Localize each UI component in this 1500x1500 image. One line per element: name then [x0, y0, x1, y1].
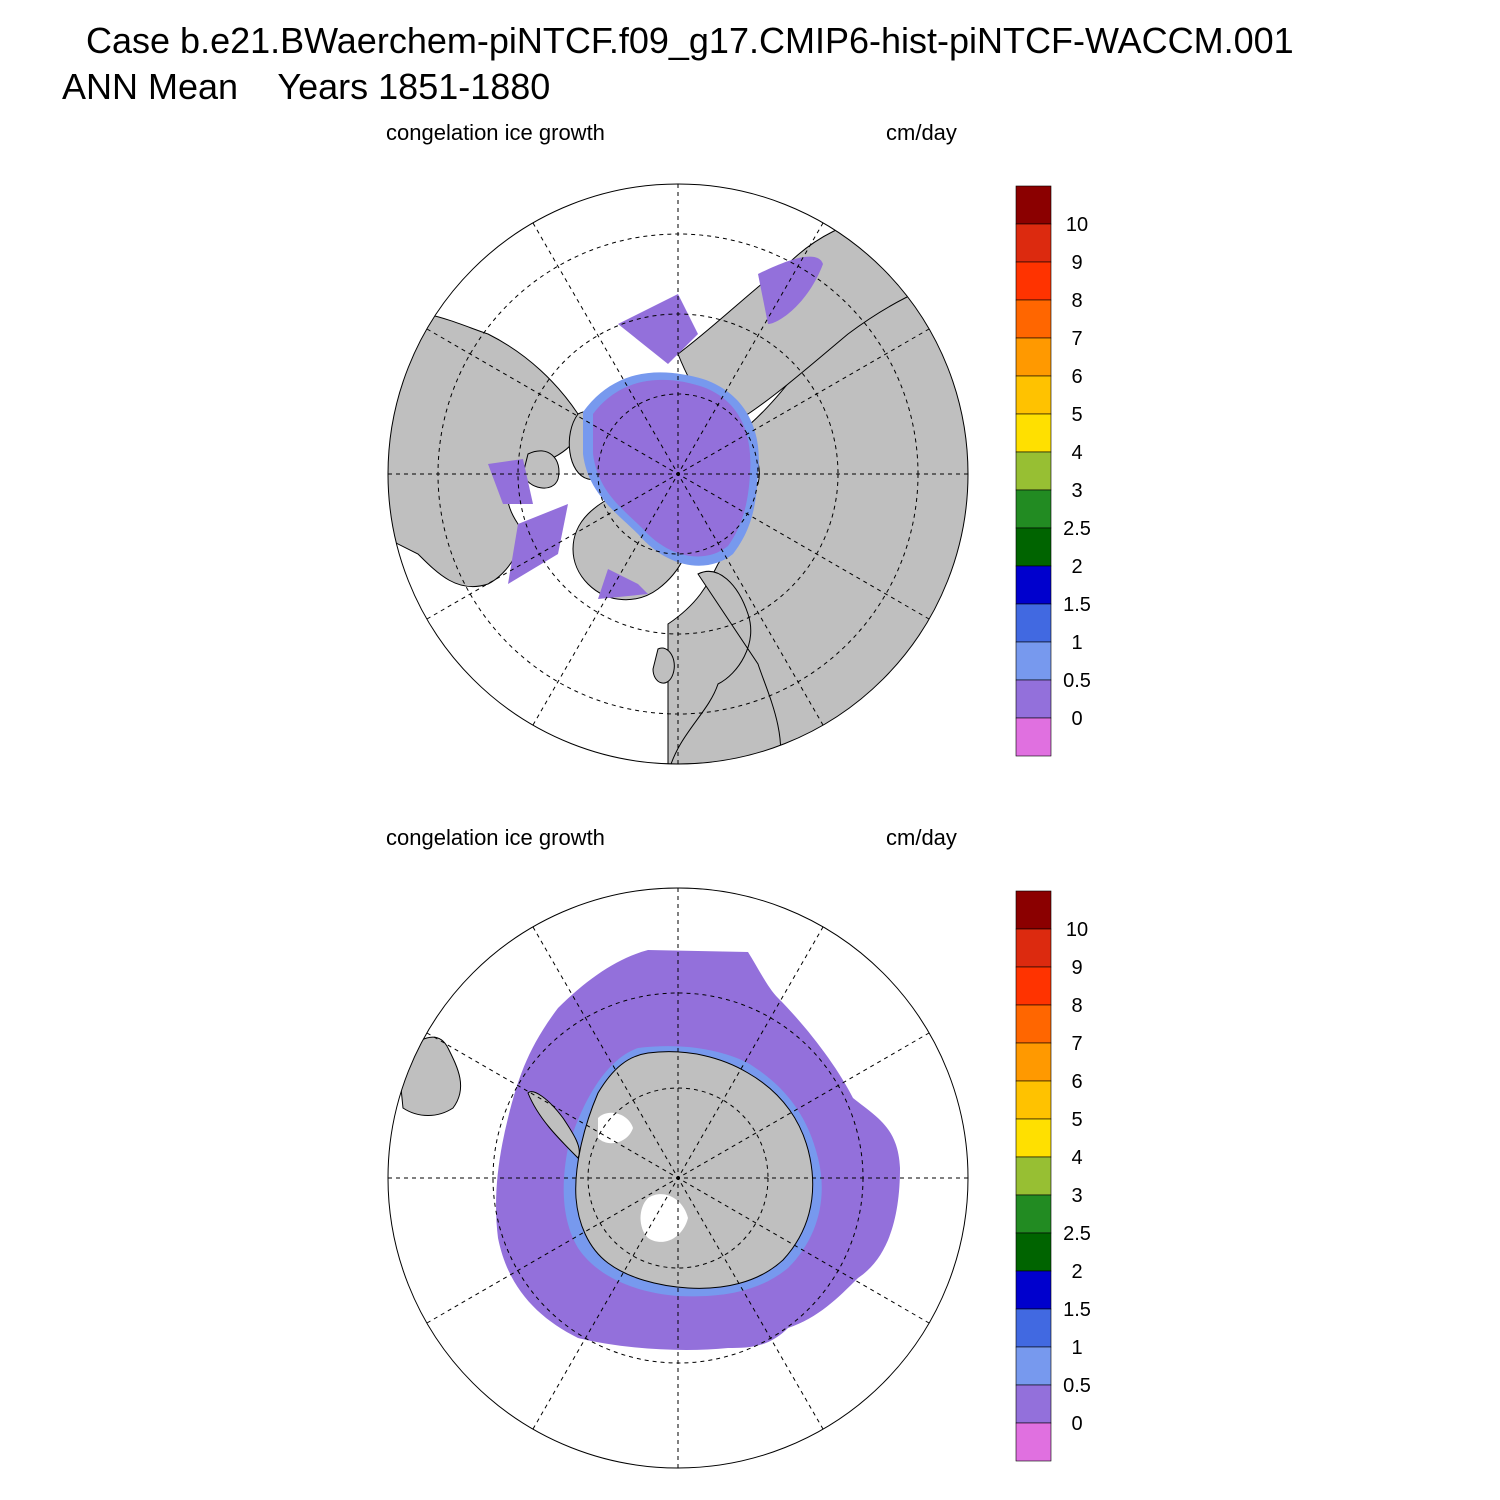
years-label: Years 1851-1880 [277, 66, 551, 107]
north-ice-pack [593, 379, 751, 557]
south-colorbar-tick-label: 9 [1071, 957, 1082, 979]
british-isles-land [652, 647, 675, 684]
south-colorbar-tick-label: 2 [1071, 1261, 1082, 1283]
south-colorbar-box [1015, 1422, 1052, 1462]
north-colorbar-tick-label: 3 [1071, 480, 1082, 502]
south-colorbar-box [1015, 1308, 1052, 1348]
north-colorbar-tick-label: 8 [1071, 290, 1082, 312]
south-colorbar-tick-label: 10 [1066, 919, 1088, 941]
south-colorbar-box [1015, 1384, 1052, 1424]
south-colorbar-tick-label: 3 [1071, 1185, 1082, 1207]
case-title: Case b.e21.BWaerchem-piNTCF.f09_g17.CMIP… [86, 20, 1294, 61]
north-colorbar-tick-label: 1 [1071, 632, 1082, 654]
north-colorbar-tick-label: 5 [1071, 404, 1082, 426]
south-colorbar-tick-label: 2.5 [1063, 1223, 1091, 1245]
south-colorbar-tick-label: 1 [1071, 1337, 1082, 1359]
north-colorbar-box [1015, 261, 1052, 301]
north-colorbar-box [1015, 451, 1052, 491]
north-colorbar-box [1015, 641, 1052, 681]
north-colorbar-tick-label: 0 [1071, 708, 1082, 730]
south-variable-label: congelation ice growth [386, 825, 605, 850]
north-colorbar-box [1015, 717, 1052, 757]
antarctica-land [575, 1051, 814, 1289]
north-variable-label: congelation ice growth [386, 120, 605, 145]
south-colorbar-box [1015, 1346, 1052, 1386]
south-colorbar-box [1015, 1042, 1052, 1082]
south-colorbar-tick-label: 4 [1071, 1147, 1082, 1169]
south-colorbar-box [1015, 1232, 1052, 1272]
south-colorbar-box [1015, 1156, 1052, 1196]
south-colorbar-box [1015, 928, 1052, 968]
south-colorbar-tick-label: 1.5 [1063, 1299, 1091, 1321]
north-colorbar-box [1015, 375, 1052, 415]
south-units-label: cm/day [886, 825, 957, 850]
south-colorbar-tick-label: 7 [1071, 1033, 1082, 1055]
north-colorbar-tick-label: 10 [1066, 214, 1088, 236]
south-polar-map [387, 887, 969, 1469]
north-colorbar-box [1015, 337, 1052, 377]
south-colorbar-box [1015, 1080, 1052, 1120]
north-colorbar-box [1015, 413, 1052, 453]
north-units-label: cm/day [886, 120, 957, 145]
north-colorbar-box [1015, 679, 1052, 719]
north-colorbar-tick-label: 6 [1071, 366, 1082, 388]
south-colorbar-tick-label: 5 [1071, 1109, 1082, 1131]
south-colorbar-tick-label: 0 [1071, 1413, 1082, 1435]
south-colorbar-tick-label: 8 [1071, 995, 1082, 1017]
south-colorbar-box [1015, 890, 1052, 930]
north-colorbar-tick-label: 2 [1071, 556, 1082, 578]
europe-land [667, 570, 782, 764]
north-colorbar: 10 9 8 7 6 5 4 3 2.5 2 1.5 1 0.5 0 [1015, 185, 1091, 757]
north-colorbar-box [1015, 527, 1052, 567]
north-colorbar-box [1015, 565, 1052, 605]
period-title: ANN Mean Years 1851-1880 [62, 68, 550, 106]
north-colorbar-box [1015, 489, 1052, 529]
north-colorbar-box [1015, 299, 1052, 339]
south-colorbar-box [1015, 1270, 1052, 1310]
south-colorbar-box [1015, 1118, 1052, 1158]
north-colorbar-tick-label: 9 [1071, 252, 1082, 274]
north-colorbar-box [1015, 223, 1052, 263]
south-colorbar: 10 9 8 7 6 5 4 3 2.5 2 1.5 1 0.5 0 [1015, 890, 1091, 1462]
south-colorbar-box [1015, 1004, 1052, 1044]
north-colorbar-tick-label: 7 [1071, 328, 1082, 350]
south-colorbar-box [1015, 1194, 1052, 1234]
north-polar-map [387, 183, 969, 765]
north-colorbar-tick-label: 1.5 [1063, 594, 1091, 616]
north-colorbar-box [1015, 185, 1052, 225]
antarctic-peninsula-land [527, 1091, 580, 1159]
season-label: ANN Mean [62, 66, 239, 107]
north-colorbar-tick-label: 0.5 [1063, 670, 1091, 692]
south-colorbar-tick-label: 0.5 [1063, 1375, 1091, 1397]
south-colorbar-box [1015, 966, 1052, 1006]
south-colorbar-tick-label: 6 [1071, 1071, 1082, 1093]
north-colorbar-tick-label: 4 [1071, 442, 1082, 464]
north-colorbar-box [1015, 603, 1052, 643]
north-colorbar-tick-label: 2.5 [1063, 518, 1091, 540]
